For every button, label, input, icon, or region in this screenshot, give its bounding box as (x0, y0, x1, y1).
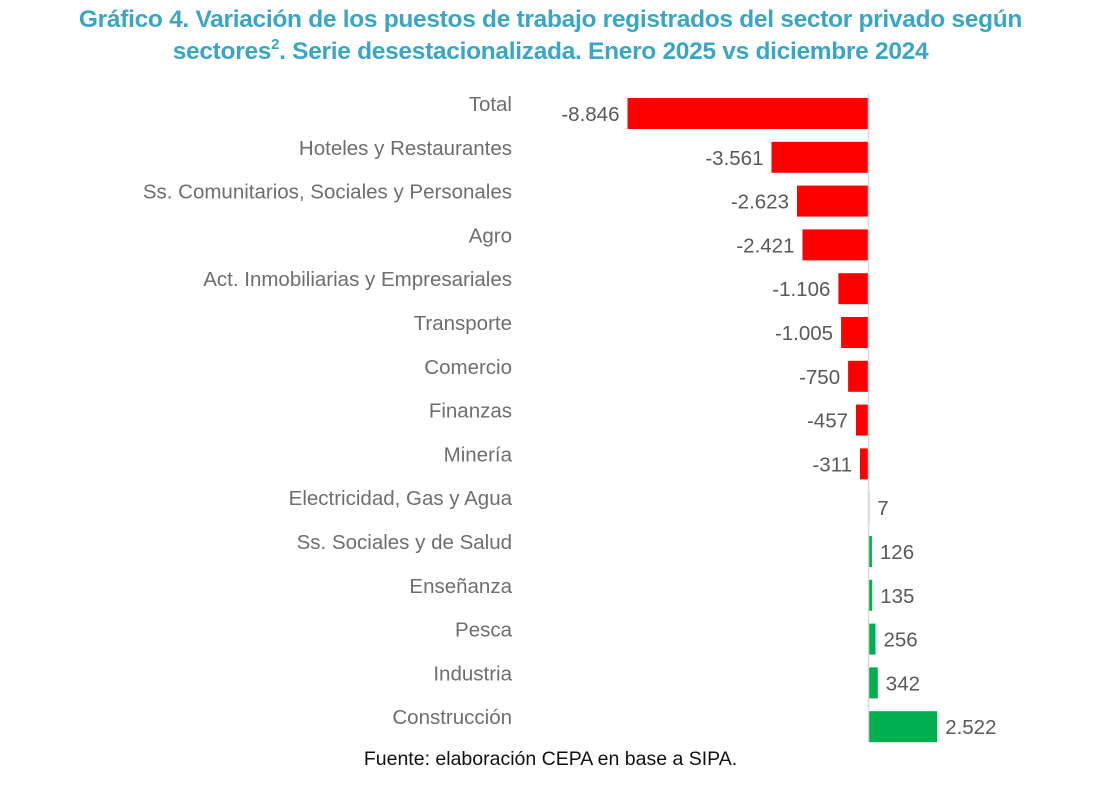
bar-3 (802, 229, 869, 261)
labels-layer: Total -8.846 Hoteles y Restaurantes -3.561 S… (143, 93, 997, 739)
category-label: Industria (433, 662, 512, 685)
category-label: Agro (469, 224, 512, 247)
bar-0 (627, 98, 869, 129)
category-label: Electricidad, Gas y Agua (289, 487, 513, 510)
bar-12 (868, 623, 876, 655)
value-label: -750 (799, 366, 840, 389)
value-label: -8.846 (561, 103, 619, 126)
value-label: 135 (880, 585, 914, 608)
bar-14 (868, 711, 938, 743)
bar-2 (797, 185, 869, 217)
category-label: Comercio (424, 356, 512, 379)
value-label: -311 (812, 453, 852, 476)
chart-title-line-2-pre: sectores (172, 38, 272, 65)
chart-title-line-1: Gráfico 4. Variación de los puestos de t… (78, 6, 1023, 33)
chart-title-line-2: sectores2. Serie desestacionalizada. Ene… (0, 36, 1101, 68)
value-label: 2.522 (945, 716, 996, 739)
bar-13 (868, 667, 878, 699)
value-label: -2.421 (736, 234, 794, 257)
bar-7 (856, 404, 869, 436)
chart-title-line-2-post: . Serie desestacionalizada. Enero 2025 v… (279, 38, 929, 65)
category-label: Ss. Comunitarios, Sociales y Personales (143, 181, 512, 204)
category-label: Ss. Sociales y de Salud (297, 531, 512, 554)
value-label: 342 (886, 672, 920, 695)
category-label: Finanzas (429, 400, 512, 423)
category-label: Construcción (392, 706, 512, 729)
category-label: Minería (444, 443, 513, 466)
value-label: -2.623 (731, 191, 789, 214)
value-label: -457 (807, 410, 848, 433)
category-label: Hoteles y Restaurantes (299, 137, 512, 160)
category-label: Enseñanza (409, 575, 512, 598)
bar-1 (771, 141, 869, 173)
bar-11 (868, 579, 873, 611)
value-label: 126 (880, 541, 914, 564)
category-label: Act. Inmobiliarias y Empresariales (203, 268, 512, 291)
value-label: 7 (877, 497, 888, 520)
chart-source-note: Fuente: elaboración CEPA en base a SIPA. (363, 748, 738, 770)
category-label: Pesca (455, 619, 513, 642)
bar-8 (860, 448, 869, 480)
footnote-superscript: 2 (271, 36, 280, 53)
bar-4 (838, 273, 869, 305)
value-label: -1.005 (775, 322, 833, 345)
chart-title: Gráfico 4. Variación de los puestos de t… (0, 4, 1101, 68)
category-label: Total (469, 93, 512, 116)
bar-6 (848, 360, 869, 392)
bar-10 (868, 536, 872, 567)
value-label: -3.561 (705, 147, 763, 170)
value-label: -1.106 (772, 278, 830, 301)
bars-layer (627, 98, 938, 743)
category-label: Transporte (414, 312, 512, 335)
bar-5 (841, 317, 869, 348)
value-label: 256 (884, 629, 918, 652)
